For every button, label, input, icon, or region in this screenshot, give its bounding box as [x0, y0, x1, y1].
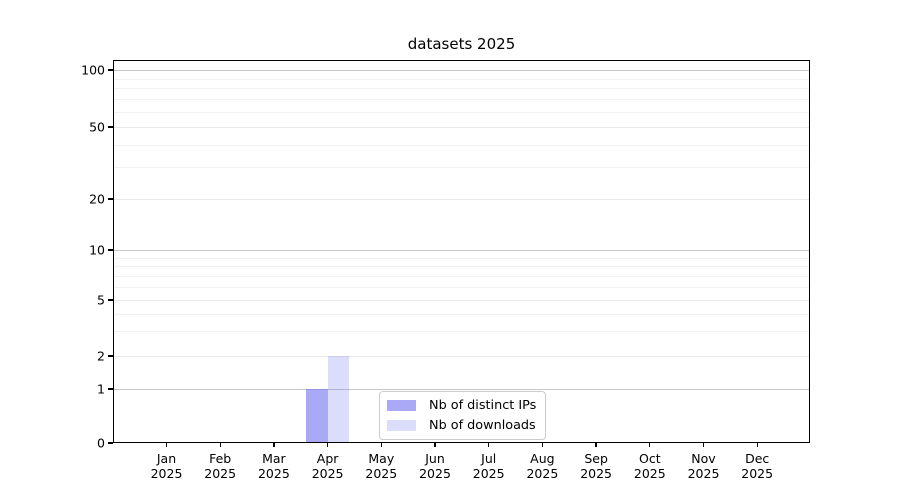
- y-gridline-decade: [113, 250, 810, 251]
- y-gridline-minor: [113, 167, 810, 169]
- legend-label: Nb of downloads: [429, 418, 536, 433]
- x-tick: [165, 443, 168, 447]
- y-tick: [108, 355, 113, 357]
- y-tick: [108, 388, 113, 390]
- y-tick: [108, 198, 113, 200]
- chart-title: datasets 2025: [407, 35, 516, 53]
- y-gridline-minor: [113, 112, 810, 113]
- y-gridline-minor: [113, 99, 810, 101]
- y-gridline-minor: [113, 78, 810, 80]
- x-tick-label: Nov 2025: [687, 451, 720, 481]
- x-tick-label: Jan 2025: [150, 451, 183, 481]
- y-gridline-major: [113, 199, 810, 200]
- y-tick: [108, 126, 113, 128]
- y-tick-label: 50: [89, 119, 105, 135]
- legend-entry: Nb of distinct IPs: [387, 398, 536, 413]
- y-tick: [108, 249, 113, 251]
- bar-distinct-ips: [306, 389, 328, 443]
- y-tick: [108, 69, 113, 71]
- y-gridline-minor: [113, 266, 810, 268]
- y-gridline-minor: [113, 257, 810, 259]
- y-gridline-major: [113, 356, 810, 357]
- y-gridline-decade: [113, 389, 810, 390]
- y-tick-label: 1: [97, 381, 105, 397]
- y-gridline-major: [113, 127, 810, 128]
- y-tick: [108, 299, 113, 301]
- x-tick-label: Apr 2025: [311, 451, 344, 481]
- x-tick-label: Aug 2025: [526, 451, 559, 481]
- legend-entry: Nb of downloads: [387, 418, 536, 433]
- x-tick: [434, 443, 436, 447]
- y-gridline-decade: [113, 70, 810, 71]
- x-tick: [756, 443, 758, 447]
- y-tick-label: 0: [97, 435, 105, 451]
- y-tick: [108, 442, 113, 444]
- x-tick: [488, 443, 490, 447]
- y-gridline-minor: [113, 286, 810, 288]
- x-tick-label: May 2025: [365, 451, 398, 481]
- x-tick-label: Mar 2025: [257, 451, 290, 481]
- y-tick-label: 2: [97, 348, 105, 364]
- x-tick-label: Dec 2025: [741, 451, 774, 481]
- bar-downloads: [327, 356, 350, 443]
- x-tick-label: Jun 2025: [419, 451, 451, 481]
- legend: Nb of distinct IPs Nb of downloads: [379, 391, 547, 440]
- x-tick: [702, 443, 705, 447]
- x-tick-label: Feb 2025: [204, 451, 237, 481]
- legend-swatch: [387, 400, 416, 411]
- y-tick-label: 20: [89, 191, 105, 207]
- x-tick: [326, 443, 329, 447]
- y-tick-label: 5: [97, 292, 105, 308]
- legend-swatch: [387, 420, 416, 431]
- plot-border: [113, 60, 810, 443]
- x-tick-label: Sep 2025: [580, 451, 612, 481]
- legend-label: Nb of distinct IPs: [429, 398, 537, 413]
- x-tick-label: Jul 2025: [472, 451, 505, 481]
- y-tick-label: 100: [81, 62, 105, 78]
- x-tick: [649, 443, 651, 447]
- y-tick-label: 10: [89, 242, 105, 258]
- x-tick: [273, 443, 275, 447]
- x-tick: [380, 443, 382, 447]
- y-gridline-minor: [113, 331, 810, 333]
- y-gridline-major: [113, 300, 810, 301]
- y-gridline-minor: [113, 88, 810, 90]
- y-gridline-minor: [113, 275, 810, 277]
- y-gridline-minor: [113, 144, 810, 146]
- x-tick-label: Oct 2025: [633, 451, 666, 481]
- x-tick: [595, 443, 597, 447]
- x-tick: [541, 443, 544, 447]
- x-tick: [219, 443, 221, 447]
- y-gridline-minor: [113, 313, 810, 315]
